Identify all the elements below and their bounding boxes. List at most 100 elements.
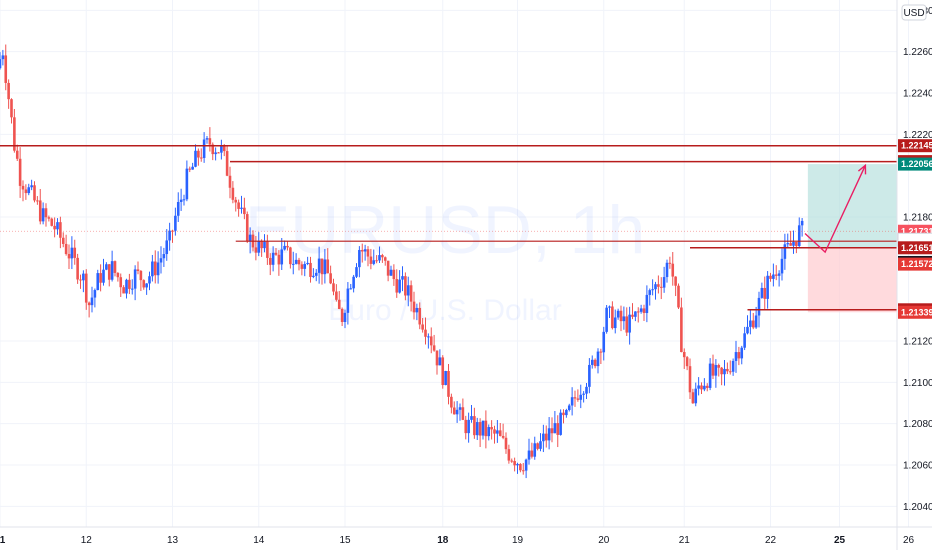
candle-up [708,363,712,388]
projection-arrow-line[interactable] [804,165,867,254]
candle-up [746,326,749,334]
x-tick-label: 12 [81,535,93,546]
candle-up [588,364,591,387]
x-tick-label: 21 [679,535,691,546]
candle-up [194,150,197,167]
candle-down [728,371,732,373]
price-tag [898,139,932,153]
candle-up [797,225,801,246]
candle-down [228,175,232,188]
candle-up [524,459,528,471]
candle-up [662,277,666,288]
currency-button-label: USD [903,8,924,19]
candle-down [375,260,378,262]
candle-up [145,283,148,288]
y-tick-label: 1.21200 [903,337,932,348]
candle-down [297,259,301,265]
candle-up [496,430,499,434]
candle-down [418,307,422,325]
candle-up [125,279,128,294]
candle-down [360,249,364,252]
candle-down [64,243,68,254]
x-tick-label: 11 [0,535,6,546]
y-tick-label: 1.20400 [903,502,932,513]
candle-down [659,286,663,288]
candle-up [176,202,180,216]
candle-down [76,257,79,280]
candle-up [734,352,738,361]
candle-down [84,273,88,303]
candle-down [4,55,8,83]
time-axis[interactable]: 11 12 13 14 15 18 19 20 21 22 25 26 [0,526,932,546]
candle-up [82,273,85,281]
candle-down [335,291,338,300]
projection-arrow-head [857,163,867,175]
candle-down [107,264,111,280]
candle-up [346,288,350,313]
candle-down [521,470,525,472]
candle-up [723,368,726,375]
candle-down [435,350,439,366]
price-axis[interactable]: 1.228001.226001.224001.222001.218001.212… [896,0,932,550]
candle-up [151,261,154,277]
candle-up [291,263,295,265]
candle-down [139,270,143,281]
currency-button[interactable]: USD [901,4,927,21]
candle-down [432,345,436,351]
price-tag-label: 1.21339 [901,307,932,317]
candle-down [452,407,456,415]
candle-down [7,82,10,100]
candle-down [513,461,516,466]
candle-up [156,262,160,276]
price-tag [898,241,932,255]
y-tick-label: 1.21800 [903,213,932,224]
candle-up [527,450,531,460]
candle-up [754,315,758,328]
candle-down [473,416,476,436]
candle-down [15,150,19,159]
candle-up [220,145,223,153]
candle-down [685,357,689,367]
y-tick-label: 1.22600 [903,47,932,58]
candle-down [688,366,692,393]
candle-down [501,435,505,438]
candle-down [136,269,140,271]
candle-down [128,279,131,289]
candle-up [174,215,177,231]
candle-down [412,301,416,313]
candle-up [248,234,252,242]
candle-down [199,157,203,159]
candle-down [21,185,25,190]
candle-up [372,260,376,264]
x-tick-label: 25 [834,535,846,546]
candle-down [171,230,174,232]
candle-down [717,365,721,368]
candle-down [153,261,157,276]
candle-up [780,258,784,274]
candle-down [424,329,427,337]
y-tick-label: 1.20800 [903,419,932,430]
candle-down [59,222,62,238]
candle-up [634,311,637,317]
candle-up [596,351,600,367]
candle-down [450,396,453,408]
candle-up [271,252,275,265]
candle-up [567,405,571,411]
candle-up [90,297,94,306]
candle-down [705,385,709,388]
candle-up [749,320,752,327]
candle-up [444,370,447,386]
candle-down [671,263,675,277]
candle-up [352,276,355,289]
candle-down [208,138,212,145]
candle-down [504,437,508,450]
candle-down [774,274,778,276]
loss-zone [807,247,897,313]
candle-down [122,287,125,294]
candle-down [447,370,450,397]
candle-down [24,189,28,194]
candle-down [113,261,117,273]
candle-up [148,276,151,284]
candle-down [67,253,71,259]
